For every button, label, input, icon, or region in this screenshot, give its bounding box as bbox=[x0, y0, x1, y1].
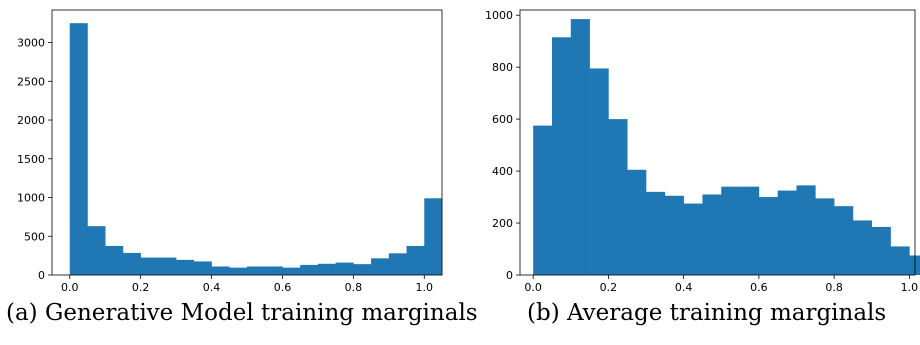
histogram-bar bbox=[740, 186, 760, 275]
x-tick-label: 1.0 bbox=[901, 281, 919, 294]
histogram-bar bbox=[282, 267, 301, 275]
caption-b: (b) Average training marginals bbox=[527, 300, 887, 326]
y-tick-label: 400 bbox=[492, 165, 513, 178]
histogram-bar bbox=[702, 194, 722, 275]
histogram-bar bbox=[193, 261, 212, 275]
y-tick-label: 200 bbox=[492, 217, 513, 230]
histogram-bar bbox=[815, 198, 835, 275]
histogram-bar bbox=[627, 169, 647, 275]
x-tick-label: 0.2 bbox=[132, 281, 150, 294]
x-tick-label: 0.4 bbox=[203, 281, 221, 294]
histogram-bar bbox=[335, 262, 354, 275]
y-tick-label: 0 bbox=[506, 269, 513, 282]
x-tick-label: 0.8 bbox=[345, 281, 363, 294]
y-tick-label: 800 bbox=[492, 61, 513, 74]
y-tick-label: 600 bbox=[492, 113, 513, 126]
y-tick-label: 1000 bbox=[485, 9, 513, 22]
caption-a: (a) Generative Model training marginals bbox=[6, 300, 478, 326]
histogram-bar bbox=[852, 220, 873, 275]
histogram-bar bbox=[211, 266, 230, 275]
histogram-bar bbox=[122, 252, 141, 275]
y-tick-label: 2000 bbox=[17, 114, 45, 127]
histogram-bar bbox=[551, 37, 572, 275]
histogram-bar bbox=[229, 267, 248, 275]
histogram-bar bbox=[264, 266, 283, 275]
y-tick-label: 1500 bbox=[17, 153, 45, 166]
histogram-bar bbox=[371, 258, 390, 275]
histogram-bar bbox=[406, 245, 425, 275]
histogram-bar bbox=[871, 226, 891, 275]
histogram-generative-model: 0.0 0.2 0.4 0.6 0.8 1.0 0 500 1000 1500 2000 2500 30… bbox=[17, 9, 443, 294]
histogram-bar bbox=[646, 191, 666, 275]
histogram-average-training: 0.0 0.2 0.4 0.6 0.8 1.0 0 200 400 600 800 1000 bbox=[485, 9, 920, 294]
x-tick-label: 0.2 bbox=[600, 281, 618, 294]
histogram-bar bbox=[424, 198, 443, 275]
histogram-bar bbox=[176, 259, 195, 275]
histogram-bar bbox=[683, 203, 703, 275]
histogram-bar bbox=[317, 263, 336, 275]
x-tick-label: 1.0 bbox=[416, 281, 434, 294]
histogram-bar bbox=[834, 206, 854, 275]
histogram-bar bbox=[758, 197, 778, 275]
histogram-bar bbox=[69, 23, 88, 275]
histogram-bar bbox=[300, 264, 319, 275]
histogram-bar bbox=[105, 245, 124, 275]
plot-frame bbox=[51, 9, 443, 276]
y-tick-label: 0 bbox=[38, 269, 45, 282]
x-tick-label: 0.0 bbox=[61, 281, 79, 294]
histogram-bar bbox=[721, 186, 741, 275]
y-tick-label: 3000 bbox=[17, 37, 45, 50]
histogram-bar bbox=[608, 119, 628, 275]
y-tick-label: 500 bbox=[24, 230, 45, 243]
histogram-bar bbox=[353, 264, 372, 275]
x-tick-label: 0.6 bbox=[274, 281, 292, 294]
histogram-bar bbox=[533, 125, 553, 275]
histogram-bar bbox=[140, 257, 159, 275]
x-tick-label: 0.8 bbox=[825, 281, 843, 294]
histogram-bar bbox=[589, 68, 609, 276]
x-tick-label: 0.4 bbox=[675, 281, 693, 294]
plot-frame bbox=[519, 9, 916, 276]
histogram-bar bbox=[87, 226, 106, 275]
histogram-bar bbox=[158, 257, 177, 275]
histogram-bar bbox=[247, 266, 266, 275]
histogram-bar bbox=[570, 19, 590, 275]
histogram-bar bbox=[388, 253, 407, 275]
x-tick-label: 0.6 bbox=[750, 281, 768, 294]
histogram-bar bbox=[796, 185, 816, 275]
x-tick-label: 0.0 bbox=[524, 281, 542, 294]
y-tick-label: 1000 bbox=[17, 192, 45, 205]
histogram-bar bbox=[664, 195, 684, 275]
histogram-bar bbox=[777, 190, 797, 275]
y-tick-label: 2500 bbox=[17, 75, 45, 88]
histogram-bar bbox=[890, 246, 910, 275]
